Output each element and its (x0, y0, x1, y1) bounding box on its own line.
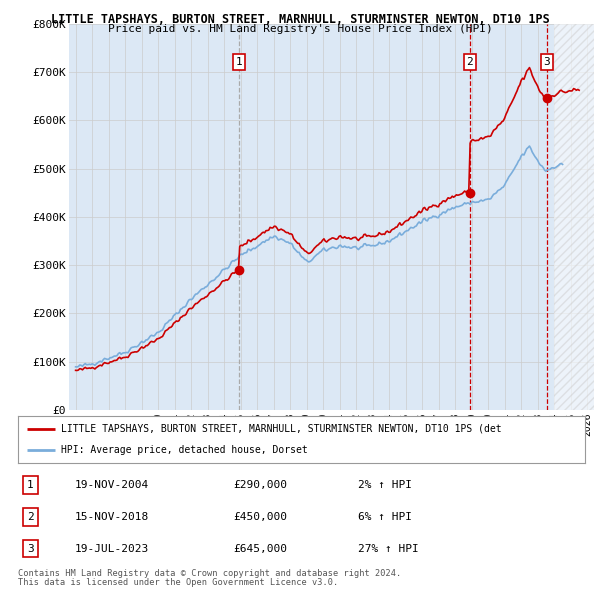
Text: 15-NOV-2018: 15-NOV-2018 (75, 512, 149, 522)
Text: £450,000: £450,000 (233, 512, 287, 522)
Text: LITTLE TAPSHAYS, BURTON STREET, MARNHULL, STURMINSTER NEWTON, DT10 1PS (det: LITTLE TAPSHAYS, BURTON STREET, MARNHULL… (61, 424, 501, 434)
Bar (554, 24, 594, 410)
Text: 19-NOV-2004: 19-NOV-2004 (75, 480, 149, 490)
Text: £645,000: £645,000 (233, 543, 287, 553)
Text: 6% ↑ HPI: 6% ↑ HPI (358, 512, 412, 522)
Text: 27% ↑ HPI: 27% ↑ HPI (358, 543, 419, 553)
Text: 19-JUL-2023: 19-JUL-2023 (75, 543, 149, 553)
Text: 2: 2 (27, 512, 34, 522)
Text: 3: 3 (27, 543, 34, 553)
Text: 2: 2 (466, 57, 473, 67)
Text: This data is licensed under the Open Government Licence v3.0.: This data is licensed under the Open Gov… (18, 578, 338, 587)
Text: LITTLE TAPSHAYS, BURTON STREET, MARNHULL, STURMINSTER NEWTON, DT10 1PS: LITTLE TAPSHAYS, BURTON STREET, MARNHULL… (50, 13, 550, 26)
Text: 3: 3 (544, 57, 550, 67)
Text: HPI: Average price, detached house, Dorset: HPI: Average price, detached house, Dors… (61, 445, 307, 455)
Text: 1: 1 (27, 480, 34, 490)
Text: 1: 1 (235, 57, 242, 67)
Text: 2% ↑ HPI: 2% ↑ HPI (358, 480, 412, 490)
Text: £290,000: £290,000 (233, 480, 287, 490)
Bar (554, 24, 594, 410)
Text: Contains HM Land Registry data © Crown copyright and database right 2024.: Contains HM Land Registry data © Crown c… (18, 569, 401, 578)
Text: Price paid vs. HM Land Registry's House Price Index (HPI): Price paid vs. HM Land Registry's House … (107, 24, 493, 34)
